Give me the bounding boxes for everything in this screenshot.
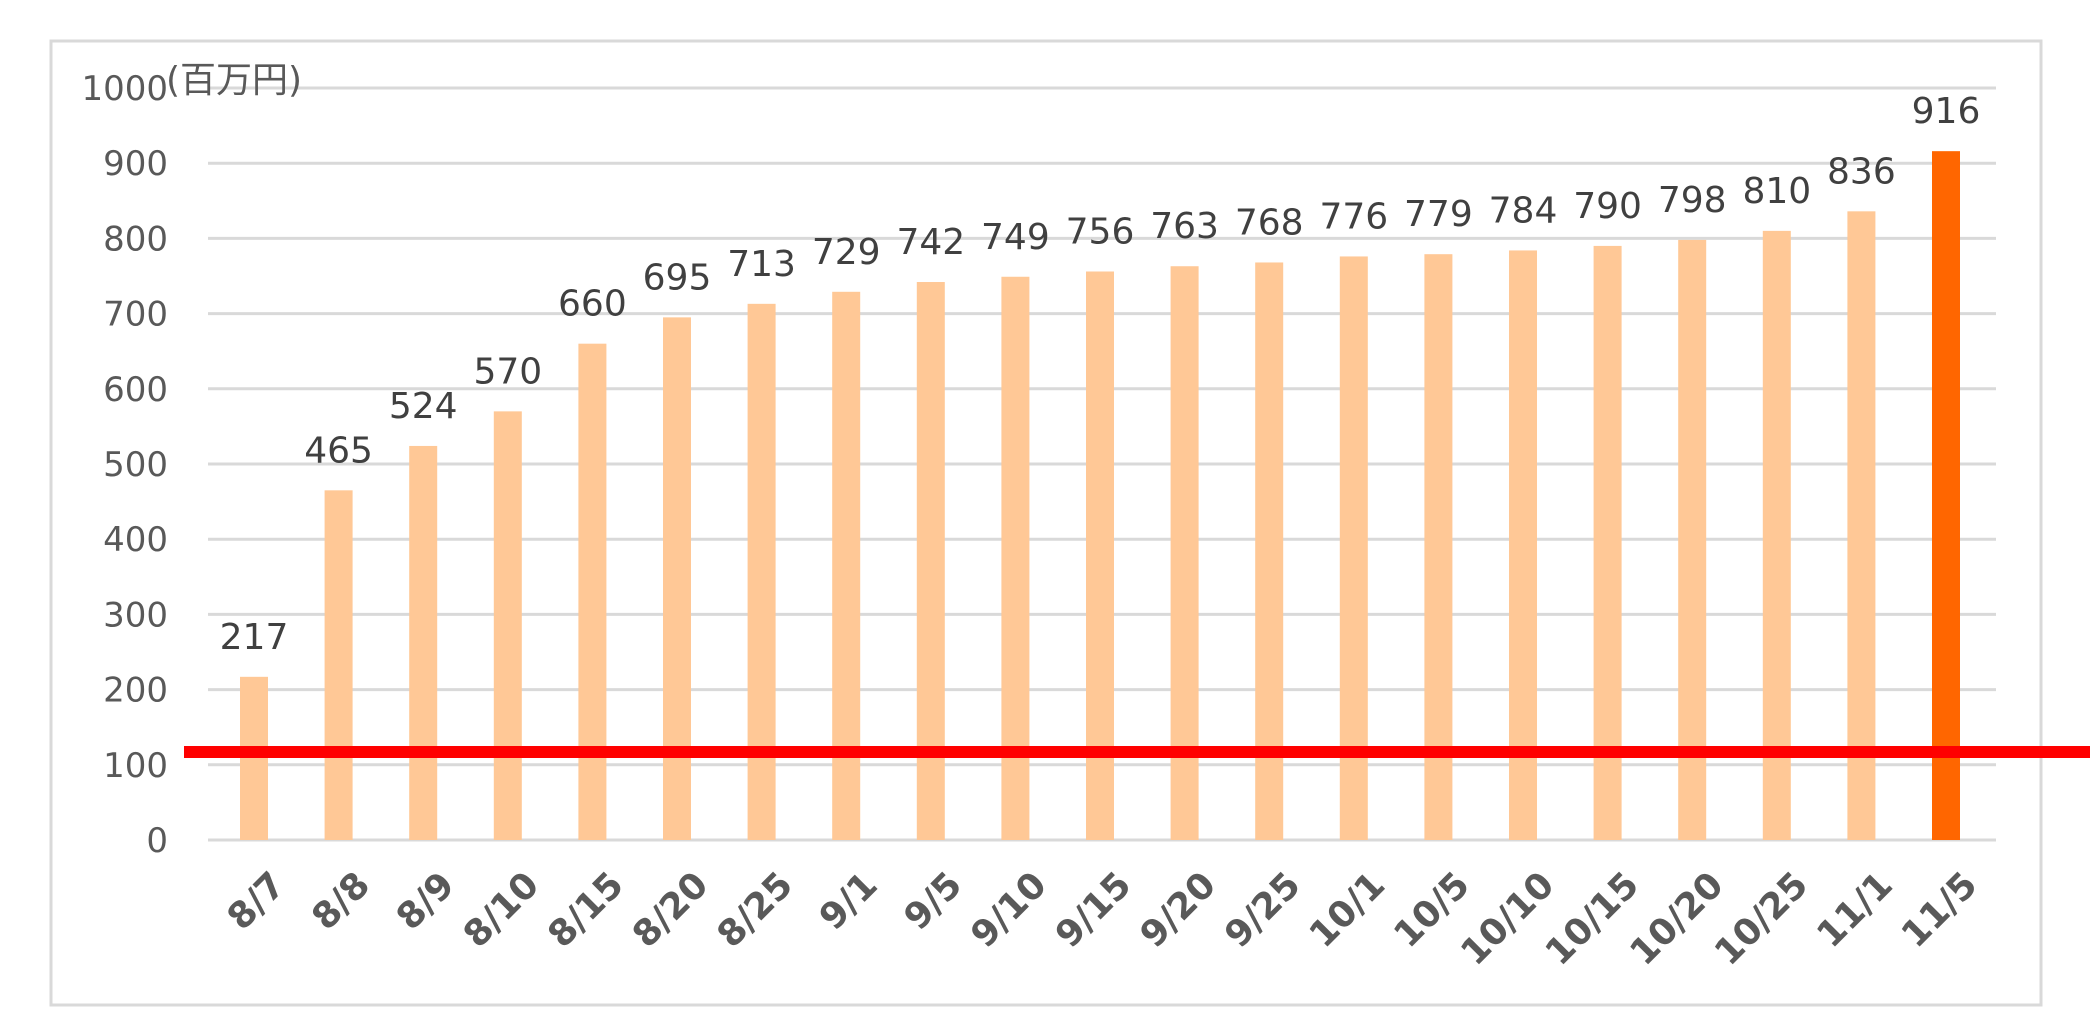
bar xyxy=(1509,250,1537,840)
bar xyxy=(240,676,268,840)
data-label: 749 xyxy=(981,217,1050,258)
bar xyxy=(1255,262,1284,840)
data-label: 695 xyxy=(643,257,712,298)
bars xyxy=(240,151,1960,841)
data-label: 916 xyxy=(1912,91,1981,132)
data-label: 798 xyxy=(1658,180,1727,221)
x-tick-label: 9/1 xyxy=(812,864,886,938)
y-tick-label: 0 xyxy=(146,821,168,861)
y-tick-label: 800 xyxy=(103,219,168,259)
y-tick-label: 600 xyxy=(103,370,168,410)
bar xyxy=(747,303,776,841)
bar xyxy=(493,411,522,840)
data-label: 763 xyxy=(1150,206,1219,247)
data-label: 570 xyxy=(473,351,542,392)
bar xyxy=(1847,211,1876,840)
x-tick-label: 8/8 xyxy=(304,864,378,938)
data-label: 742 xyxy=(896,222,965,263)
x-tick-label: 8/7 xyxy=(220,864,294,938)
bar xyxy=(663,317,691,840)
data-label: 524 xyxy=(389,386,458,427)
data-label: 768 xyxy=(1235,202,1304,243)
chart-border xyxy=(49,39,2043,1007)
y-tick-label: 700 xyxy=(103,295,168,335)
data-label: 756 xyxy=(1066,211,1135,252)
y-tick-label: 200 xyxy=(103,671,168,711)
y-tick-label: 100 xyxy=(103,746,168,786)
data-label: 713 xyxy=(727,244,796,285)
data-labels: 217 465 524 570 660 695 713 729 742 749 756 763 768 7… xyxy=(220,91,1981,658)
data-label: 784 xyxy=(1489,190,1558,231)
x-tick-label: 9/25 xyxy=(1217,864,1308,955)
bar xyxy=(1339,256,1368,840)
data-label: 836 xyxy=(1827,151,1896,192)
y-axis-unit-label: (百万円) xyxy=(166,60,302,101)
x-tick-label: 10/1 xyxy=(1302,864,1393,955)
bar xyxy=(1424,254,1453,840)
x-tick-label: 9/20 xyxy=(1133,864,1224,955)
data-label: 790 xyxy=(1573,186,1642,227)
x-tick-label: 11/1 xyxy=(1809,864,1900,955)
x-tick-label: 8/9 xyxy=(389,864,463,938)
data-label: 465 xyxy=(304,430,373,471)
data-label: 810 xyxy=(1742,171,1811,212)
data-label: 217 xyxy=(220,617,289,658)
bar xyxy=(409,445,438,840)
bar xyxy=(578,343,607,840)
y-axis-tick-labels: 0 100 200 300 400 500 600 700 800 900 1000 xyxy=(81,69,168,861)
x-tick-label: 10/25 xyxy=(1707,864,1816,973)
x-tick-label: 8/15 xyxy=(540,864,631,955)
data-label: 776 xyxy=(1319,196,1388,237)
y-tick-label: 500 xyxy=(103,445,168,485)
bar xyxy=(1086,271,1114,840)
x-tick-label: 10/10 xyxy=(1453,864,1562,973)
x-tick-label: 10/15 xyxy=(1538,864,1647,973)
x-tick-label: 9/5 xyxy=(897,864,971,938)
x-tick-label: 10/20 xyxy=(1623,864,1732,973)
x-tick-label: 9/10 xyxy=(963,864,1054,955)
y-tick-label: 900 xyxy=(103,144,168,184)
x-tick-label: 11/5 xyxy=(1894,864,1985,955)
x-tick-label: 8/10 xyxy=(456,864,547,955)
data-label: 729 xyxy=(812,232,881,273)
bar xyxy=(1170,266,1199,840)
x-axis-tick-labels: 8/7 8/8 8/98/108/158/208/25 9/1 9/59/109/159… xyxy=(220,864,1986,973)
bar xyxy=(1678,239,1707,841)
bar xyxy=(324,490,353,840)
y-tick-label: 1000 xyxy=(81,69,168,109)
data-label: 779 xyxy=(1404,194,1473,235)
x-tick-label: 8/20 xyxy=(625,864,716,955)
bar xyxy=(1762,230,1791,840)
highlight-bar xyxy=(1932,151,1960,841)
y-tick-label: 400 xyxy=(103,520,168,560)
x-tick-label: 9/15 xyxy=(1048,864,1139,955)
y-tick-label: 300 xyxy=(103,595,168,635)
bar xyxy=(1593,245,1622,841)
data-label: 660 xyxy=(558,284,627,325)
x-tick-label: 8/25 xyxy=(710,864,801,955)
